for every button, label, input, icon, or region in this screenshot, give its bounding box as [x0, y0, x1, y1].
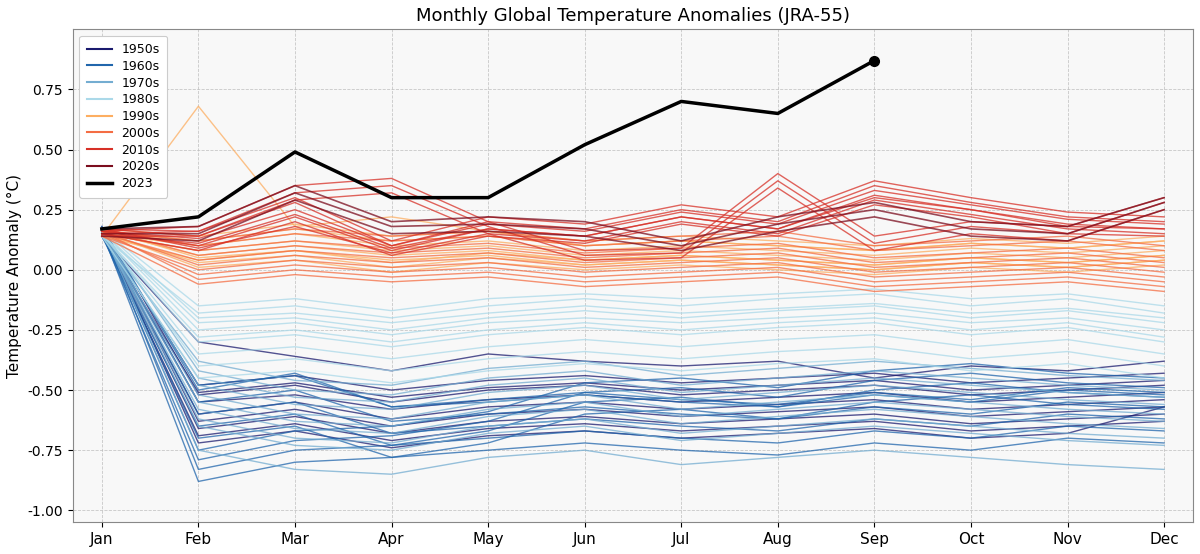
Title: Monthly Global Temperature Anomalies (JRA-55): Monthly Global Temperature Anomalies (JR… [416, 7, 850, 25]
Legend: 1950s, 1960s, 1970s, 1980s, 1990s, 2000s, 2010s, 2020s, 2023: 1950s, 1960s, 1970s, 1980s, 1990s, 2000s… [79, 35, 168, 198]
Y-axis label: Temperature Anomaly (°C): Temperature Anomaly (°C) [7, 174, 22, 378]
